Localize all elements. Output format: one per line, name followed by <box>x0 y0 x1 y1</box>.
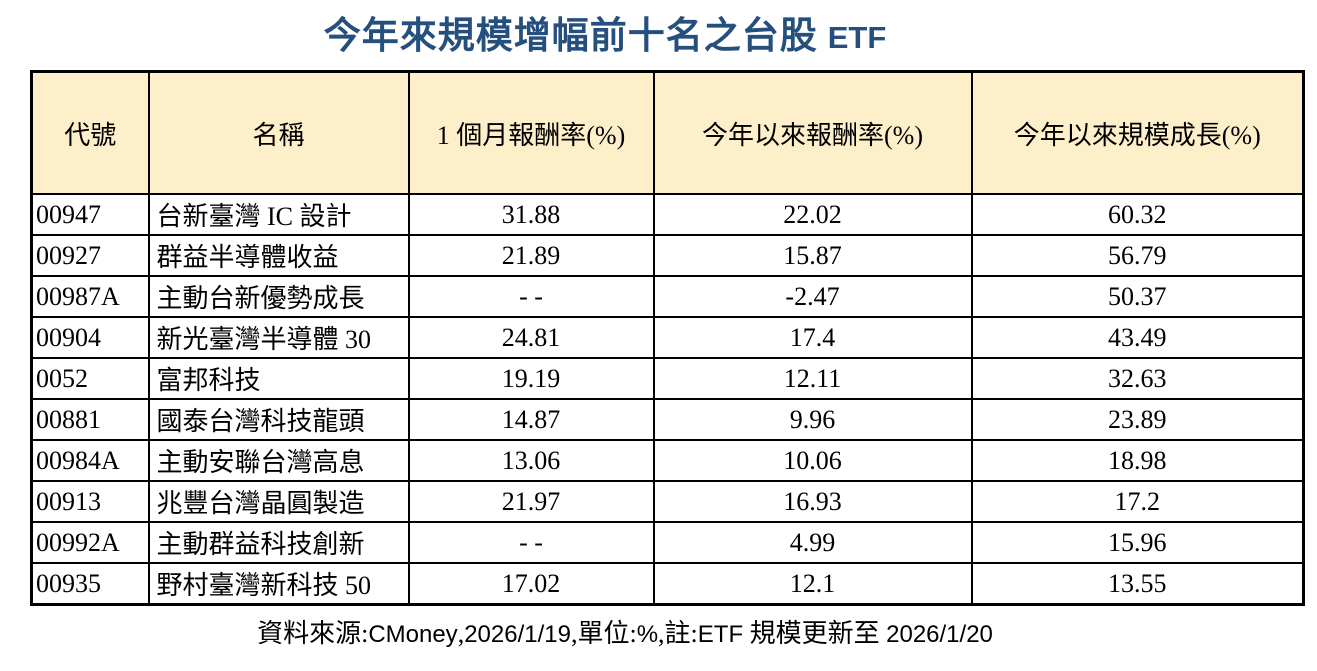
aum-growth-ytd-cell: 60.32 <box>970 193 1305 236</box>
column-header-return-1m: 1 個月報酬率(%) <box>407 70 655 195</box>
source-name: CMoney <box>368 621 458 648</box>
unit-value: % <box>636 621 659 648</box>
etf-code-cell: 00904 <box>30 316 150 359</box>
table-row: 00935 野村臺灣新科技 50 17.02 12.1 13.55 <box>30 562 1305 606</box>
return-ytd-cell: 10.06 <box>652 439 973 482</box>
table-row: 0052 富邦科技 19.19 12.11 32.63 <box>30 357 1305 400</box>
return-1m-cell: 14.87 <box>407 398 655 441</box>
source-footnote: 資料來源:CMoney,2026/1/19,單位:%,註:ETF 規模更新至 2… <box>0 613 1250 650</box>
etf-name-cell: 台新臺灣 IC 設計 <box>147 193 410 236</box>
return-1m-cell: 13.06 <box>407 439 655 482</box>
aum-update-date: 2026/1/20 <box>886 621 993 648</box>
etf-name-cell: 新光臺灣半導體 30 <box>147 316 410 359</box>
return-ytd-cell: 12.11 <box>652 357 973 400</box>
etf-name-cell: 主動群益科技創新 <box>147 521 410 564</box>
return-ytd-cell: -2.47 <box>652 275 973 318</box>
aum-growth-ytd-cell: 23.89 <box>970 398 1305 441</box>
table-row: 00881 國泰台灣科技龍頭 14.87 9.96 23.89 <box>30 398 1305 441</box>
etf-name-cell: 野村臺灣新科技 50 <box>147 562 410 606</box>
aum-growth-ytd-cell: 17.2 <box>970 480 1305 523</box>
table-row: 00992A 主動群益科技創新 - - 4.99 15.96 <box>30 521 1305 564</box>
return-1m-cell: 21.89 <box>407 234 655 277</box>
etf-code-cell: 00947 <box>30 193 150 236</box>
etf-name-cell: 富邦科技 <box>147 357 410 400</box>
column-header-aum-growth-ytd: 今年以來規模成長(%) <box>970 70 1305 195</box>
aum-growth-ytd-cell: 13.55 <box>970 562 1305 606</box>
return-ytd-cell: 17.4 <box>652 316 973 359</box>
return-ytd-cell: 4.99 <box>652 521 973 564</box>
return-1m-cell: - - <box>407 275 655 318</box>
column-header-name: 名稱 <box>147 70 410 195</box>
aum-growth-ytd-cell: 18.98 <box>970 439 1305 482</box>
return-ytd-cell: 16.93 <box>652 480 973 523</box>
etf-name-cell: 群益半導體收益 <box>147 234 410 277</box>
table-row: 00904 新光臺灣半導體 30 24.81 17.4 43.49 <box>30 316 1305 359</box>
table-row: 00927 群益半導體收益 21.89 15.87 56.79 <box>30 234 1305 277</box>
page-title-etf: ETF <box>827 20 887 55</box>
etf-code-cell: 0052 <box>30 357 150 400</box>
aum-growth-ytd-cell: 15.96 <box>970 521 1305 564</box>
column-header-return-ytd: 今年以來報酬率(%) <box>652 70 973 195</box>
etf-name-cell: 主動安聯台灣高息 <box>147 439 410 482</box>
column-header-code: 代號 <box>30 70 150 195</box>
page-title-chinese: 今年來規模增幅前十名之台股 <box>323 16 818 57</box>
etf-code-cell: 00927 <box>30 234 150 277</box>
return-ytd-cell: 12.1 <box>652 562 973 606</box>
return-ytd-cell: 22.02 <box>652 193 973 236</box>
etf-code-cell: 00992A <box>30 521 150 564</box>
return-1m-cell: 31.88 <box>407 193 655 236</box>
aum-growth-ytd-cell: 32.63 <box>970 357 1305 400</box>
etf-code-cell: 00987A <box>30 275 150 318</box>
unit-label: ,單位: <box>570 619 637 648</box>
table-row: 00947 台新臺灣 IC 設計 31.88 22.02 60.32 <box>30 193 1305 236</box>
header-row: 代號 名稱 1 個月報酬率(%) 今年以來報酬率(%) 今年以來規模成長(%) <box>30 70 1305 195</box>
etf-name-cell: 主動台新優勢成長 <box>147 275 410 318</box>
return-1m-cell: 21.97 <box>407 480 655 523</box>
return-ytd-cell: 15.87 <box>652 234 973 277</box>
footer-etf-text: ETF <box>697 621 744 648</box>
return-ytd-cell: 9.96 <box>652 398 973 441</box>
return-1m-cell: 24.81 <box>407 316 655 359</box>
note-label: ,註: <box>658 619 698 648</box>
etf-name-cell: 國泰台灣科技龍頭 <box>147 398 410 441</box>
return-1m-cell: 17.02 <box>407 562 655 606</box>
etf-code-cell: 00881 <box>30 398 150 441</box>
table-row: 00984A 主動安聯台灣高息 13.06 10.06 18.98 <box>30 439 1305 482</box>
source-label: 資料來源: <box>257 619 369 648</box>
return-1m-cell: - - <box>407 521 655 564</box>
aum-growth-ytd-cell: 50.37 <box>970 275 1305 318</box>
table-row: 00987A 主動台新優勢成長 - - -2.47 50.37 <box>30 275 1305 318</box>
footer-separator-1: , <box>457 619 465 648</box>
page-title: 今年來規模增幅前十名之台股 ETF <box>0 0 1210 59</box>
etf-code-cell: 00913 <box>30 480 150 523</box>
etf-growth-table: 代號 名稱 1 個月報酬率(%) 今年以來報酬率(%) 今年以來規模成長(%) … <box>30 70 1305 606</box>
table-row: 00913 兆豐台灣晶圓製造 21.97 16.93 17.2 <box>30 480 1305 523</box>
etf-code-cell: 00984A <box>30 439 150 482</box>
data-date: 2026/1/19 <box>464 621 571 648</box>
etf-name-cell: 兆豐台灣晶圓製造 <box>147 480 410 523</box>
table-body: 00947 台新臺灣 IC 設計 31.88 22.02 60.32 00927… <box>30 193 1305 606</box>
aum-growth-ytd-cell: 43.49 <box>970 316 1305 359</box>
etf-code-cell: 00935 <box>30 562 150 606</box>
note-text: 規模更新至 <box>743 619 887 648</box>
return-1m-cell: 19.19 <box>407 357 655 400</box>
aum-growth-ytd-cell: 56.79 <box>970 234 1305 277</box>
